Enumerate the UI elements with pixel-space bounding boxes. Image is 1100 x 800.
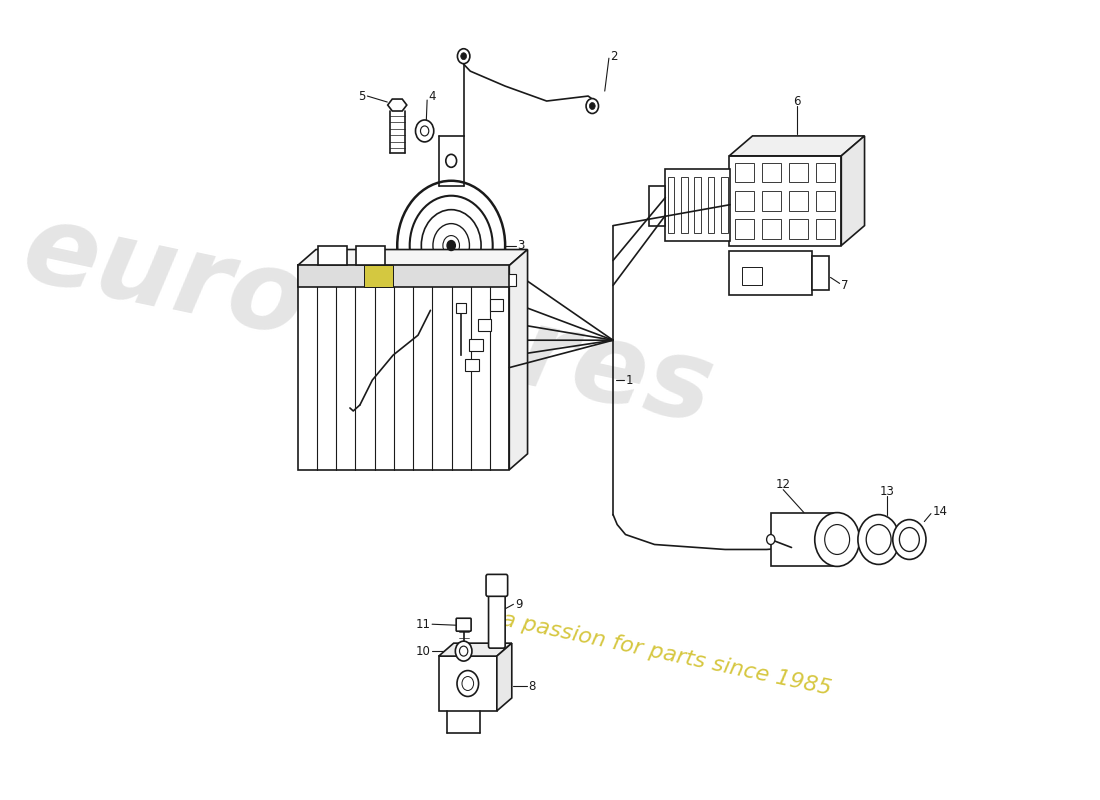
Circle shape — [858, 514, 900, 565]
Bar — [649, 186, 666, 226]
Bar — [477, 319, 491, 331]
Bar — [707, 177, 714, 233]
Text: 12: 12 — [776, 478, 791, 491]
Polygon shape — [387, 99, 407, 111]
Circle shape — [900, 527, 920, 551]
Bar — [729, 156, 842, 246]
Bar — [470, 339, 483, 351]
Bar — [790, 163, 808, 182]
Bar — [816, 191, 835, 210]
Circle shape — [462, 677, 474, 690]
Circle shape — [586, 98, 598, 114]
Circle shape — [458, 49, 470, 64]
Circle shape — [420, 126, 429, 136]
Bar — [666, 169, 730, 241]
Circle shape — [446, 154, 456, 167]
FancyBboxPatch shape — [488, 590, 505, 648]
Bar — [735, 163, 754, 182]
Circle shape — [893, 519, 926, 559]
Bar — [456, 303, 466, 314]
Bar — [298, 266, 509, 470]
Text: 5: 5 — [359, 90, 365, 102]
Circle shape — [461, 53, 466, 60]
Bar — [694, 177, 701, 233]
Bar — [318, 246, 348, 266]
Text: a passion for parts since 1985: a passion for parts since 1985 — [500, 610, 834, 699]
Text: eurospares: eurospares — [13, 195, 723, 446]
Text: 3: 3 — [518, 239, 525, 252]
Bar — [762, 191, 781, 210]
Circle shape — [815, 513, 859, 566]
Circle shape — [460, 646, 467, 656]
Text: 10: 10 — [416, 645, 430, 658]
Bar — [771, 513, 837, 566]
Circle shape — [416, 120, 433, 142]
Polygon shape — [842, 136, 865, 246]
Text: 9: 9 — [515, 598, 522, 610]
Text: 7: 7 — [842, 279, 849, 292]
Text: 13: 13 — [880, 485, 894, 498]
Bar — [790, 191, 808, 210]
Text: 4: 4 — [429, 90, 437, 102]
Bar — [465, 359, 478, 371]
Text: 2: 2 — [610, 50, 618, 62]
FancyBboxPatch shape — [456, 618, 471, 631]
Bar — [729, 250, 812, 295]
Bar — [355, 246, 385, 266]
Bar — [816, 219, 835, 238]
Polygon shape — [298, 250, 528, 266]
FancyBboxPatch shape — [486, 574, 507, 596]
Polygon shape — [439, 656, 497, 711]
Bar — [762, 219, 781, 238]
Bar — [298, 266, 509, 287]
Circle shape — [455, 641, 472, 661]
Bar — [816, 163, 835, 182]
Circle shape — [767, 534, 774, 545]
Polygon shape — [729, 136, 865, 156]
Text: 14: 14 — [933, 505, 947, 518]
Circle shape — [590, 102, 595, 110]
Polygon shape — [439, 643, 512, 656]
Bar — [790, 219, 808, 238]
Bar — [720, 177, 727, 233]
Bar — [681, 177, 688, 233]
Polygon shape — [509, 250, 528, 470]
Bar — [735, 219, 754, 238]
Polygon shape — [497, 643, 512, 711]
Bar — [735, 191, 754, 210]
Bar — [762, 163, 781, 182]
Circle shape — [447, 241, 455, 250]
Bar — [741, 267, 762, 286]
Bar — [668, 177, 674, 233]
Text: 8: 8 — [528, 679, 536, 693]
Bar — [491, 299, 504, 311]
Text: 6: 6 — [793, 94, 801, 107]
Text: 11: 11 — [416, 618, 430, 630]
Circle shape — [866, 525, 891, 554]
Circle shape — [456, 670, 478, 697]
Bar — [364, 266, 393, 287]
Text: 1: 1 — [626, 374, 632, 386]
Bar — [503, 274, 516, 286]
Bar — [812, 255, 829, 290]
